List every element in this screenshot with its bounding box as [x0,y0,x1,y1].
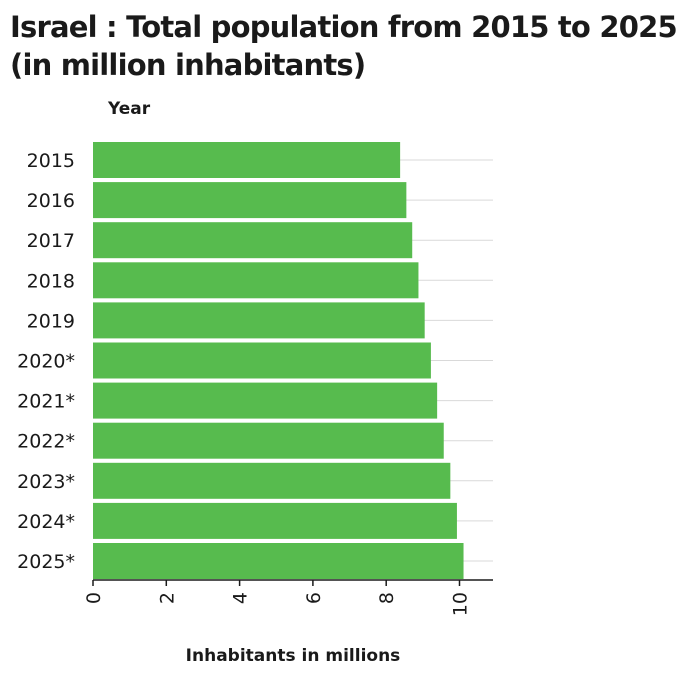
x-tick-label: 2 [156,592,178,604]
y-axis-title: Year [107,99,151,119]
x-tick-label: 10 [450,592,472,616]
x-axis-title: Inhabitants in millions [186,646,401,666]
y-tick-label: 2021* [17,391,75,413]
x-tick-label: 8 [376,592,398,604]
y-tick-label: 2016 [27,190,75,212]
bar-2020-projected [93,342,431,379]
bar-2025-projected [93,543,464,579]
bar-2016 [93,182,407,219]
x-tick-label: 6 [303,592,325,604]
bars [93,142,464,579]
y-tick-label: 2025* [17,551,75,573]
bar-2022-projected [93,422,444,459]
y-tick-label: 2024* [17,511,75,533]
y-tick-label: 2022* [17,431,75,453]
bar-2018 [93,262,419,299]
bar-2017 [93,222,413,259]
bar-2015 [93,142,401,178]
x-tick-label: 4 [230,592,252,604]
chart-title: Israel : Total population from 2015 to 2… [10,10,678,82]
x-tick-label: 0 [83,592,105,604]
bar-2021-projected [93,382,438,419]
y-tick-label: 2015 [27,150,75,172]
bar-2023-projected [93,462,451,499]
bar-2019 [93,302,425,339]
y-tick-label: 2023* [17,471,75,493]
x-axis: 0 2 4 6 8 10 [83,579,493,616]
y-tick-label: 2018 [27,270,75,292]
y-tick-label: 2017 [27,230,75,252]
y-tick-labels: 2015 2016 2017 2018 2019 2020* 2021* 2022* 2023*… [17,150,75,573]
y-tick-label: 2020* [17,351,75,373]
y-tick-label: 2019 [27,310,75,332]
bar-2024-projected [93,502,457,539]
